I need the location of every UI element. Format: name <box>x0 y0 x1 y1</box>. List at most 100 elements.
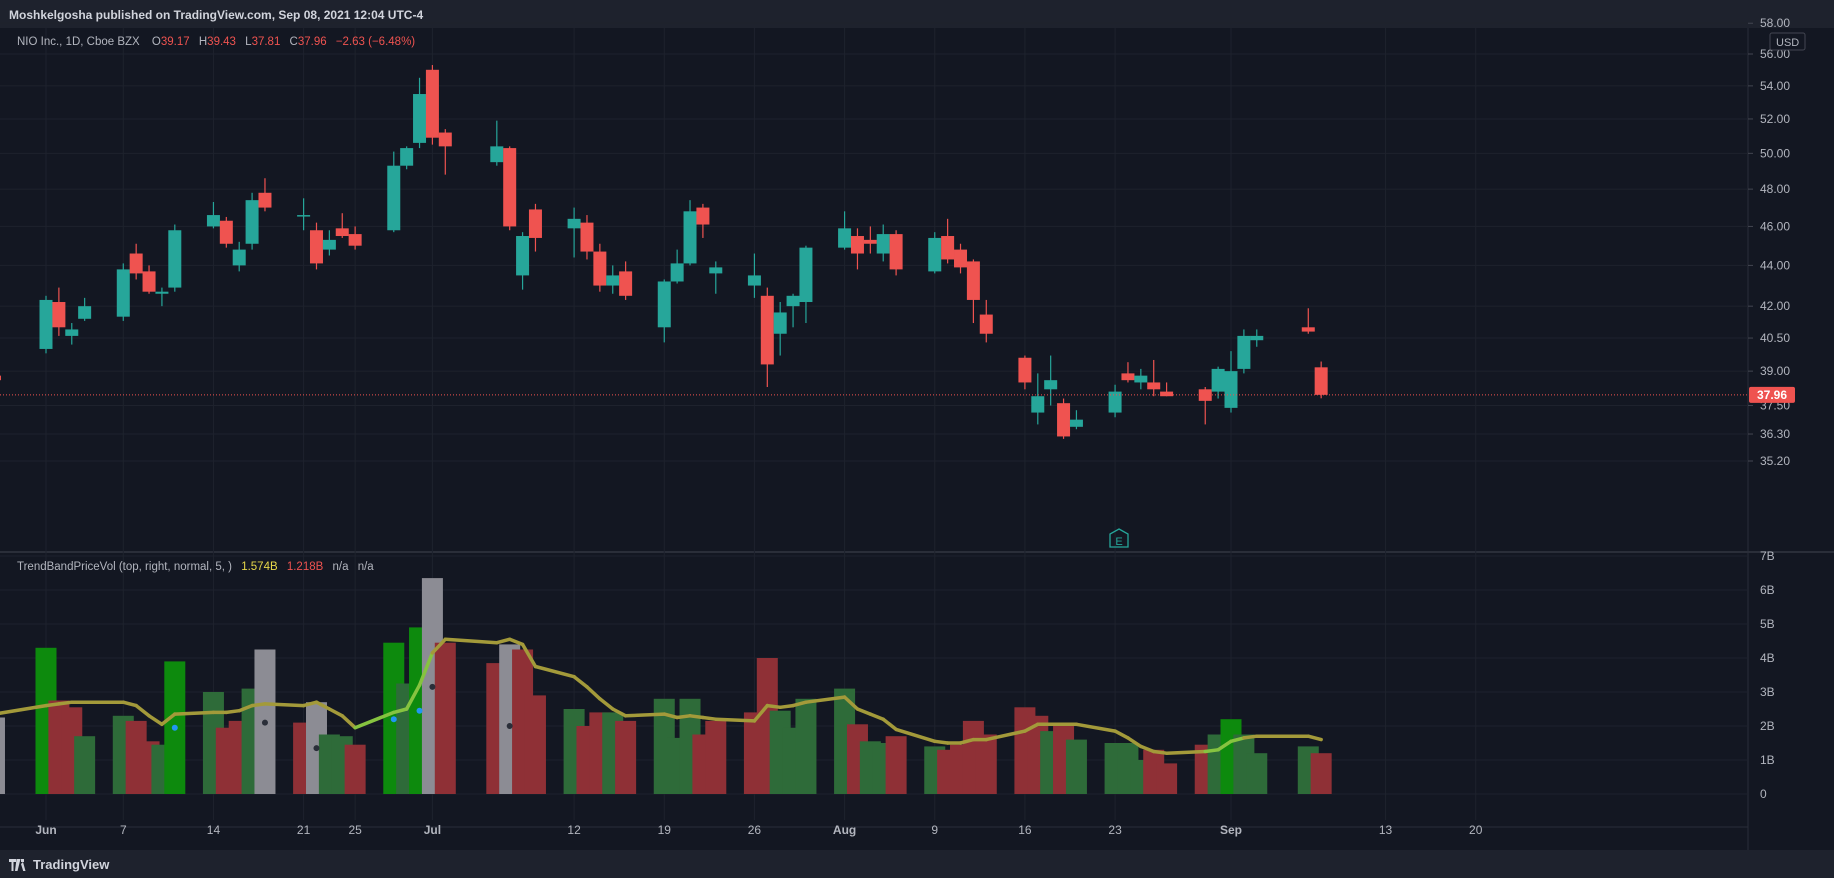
candle-body <box>322 239 336 250</box>
volume-tick-label: 3B <box>1760 685 1775 699</box>
ma-segment <box>417 651 435 687</box>
candle <box>850 228 864 270</box>
candle-body <box>619 271 633 296</box>
candle-body <box>1044 380 1058 390</box>
candle <box>966 259 980 324</box>
price-tick-label: 46.00 <box>1760 219 1790 233</box>
volume-bar <box>434 642 456 794</box>
ma-segment <box>263 702 306 708</box>
candle-body <box>863 239 877 244</box>
candle <box>335 213 349 238</box>
time-tick-label: 26 <box>748 823 762 837</box>
candle-body <box>1018 357 1032 383</box>
candle <box>516 232 530 290</box>
candle <box>528 203 542 252</box>
indicator-legend: TrendBandPriceVol (top, right, normal, 5… <box>17 561 374 573</box>
candle-body <box>168 230 182 288</box>
candle <box>490 120 504 166</box>
candle-body <box>258 192 272 208</box>
candle-body <box>889 234 903 270</box>
candle-body <box>309 230 323 264</box>
candle <box>206 202 220 229</box>
open-value: 39.17 <box>160 36 190 48</box>
candle <box>142 265 156 294</box>
candle <box>116 263 130 321</box>
candle-body <box>116 269 130 317</box>
tradingview-logo[interactable]: TradingView <box>9 857 109 872</box>
candle-body <box>1108 391 1122 413</box>
candle-body <box>696 207 710 225</box>
high-label: H <box>198 36 208 48</box>
candle-body <box>516 236 530 276</box>
ma-segment <box>1306 734 1323 742</box>
ma-segment <box>1151 749 1169 755</box>
indicator-name: TrendBandPriceVol (top, right, normal, 5… <box>17 561 232 573</box>
candle <box>580 215 594 260</box>
candle-body <box>335 228 349 237</box>
time-tick-label: 16 <box>1018 823 1032 837</box>
candle <box>683 200 697 266</box>
ma-segment <box>598 697 615 711</box>
candle <box>65 323 79 345</box>
candle-body <box>747 275 761 286</box>
candle <box>413 77 427 149</box>
ma-segment <box>868 712 885 721</box>
time-axis: Jun 7 14 21 25 Jul 12 19 26 Aug 9 16 23 Sep 13 20 <box>35 28 1483 837</box>
volume-bars <box>0 578 1332 794</box>
time-tick-label: 9 <box>931 823 938 837</box>
volume-dot <box>429 683 436 690</box>
ma-segment <box>1126 736 1143 749</box>
ma-segment <box>791 700 808 708</box>
ma-segment <box>984 729 1027 742</box>
candle-body <box>1314 367 1328 395</box>
time-tick-label: Aug <box>833 823 856 837</box>
price-axis: 58.0056.0054.0052.0050.0048.0046.0044.00… <box>0 16 1790 468</box>
ma-segment <box>1203 748 1220 754</box>
price-tick-label: 48.00 <box>1760 182 1790 196</box>
candle-body <box>954 249 968 268</box>
price-tick-label: 58.00 <box>1760 16 1790 30</box>
candle-body <box>297 215 311 217</box>
candle <box>747 253 761 298</box>
candle-body <box>1160 391 1174 397</box>
ma-segment <box>44 702 61 708</box>
candle-body <box>0 375 1 381</box>
ma-segment <box>533 664 576 679</box>
time-tick-label: 25 <box>348 823 362 837</box>
volume-bar <box>795 698 817 794</box>
price-tick-label: 39.00 <box>1760 364 1790 378</box>
publish-line: Moshkelgosha published on TradingView.co… <box>9 8 424 22</box>
candle-body <box>245 200 259 244</box>
candle <box>1198 387 1212 425</box>
ma-segment <box>958 737 976 745</box>
candle <box>1314 361 1328 399</box>
candle-body <box>1224 371 1238 408</box>
candle-body <box>129 253 143 274</box>
brand-name: TradingView <box>33 857 110 872</box>
volume-dot <box>313 745 320 752</box>
candle <box>863 226 877 254</box>
candle-body <box>593 251 607 286</box>
ma-segment <box>881 717 898 732</box>
volume-dots <box>171 683 513 752</box>
candle <box>979 299 993 343</box>
footer-bar: TradingView <box>0 850 1834 878</box>
candle <box>567 207 581 258</box>
price-tick-label: 44.00 <box>1760 258 1790 272</box>
candle-body <box>567 218 581 229</box>
time-tick-label: 21 <box>297 823 311 837</box>
candle <box>78 297 92 321</box>
candle <box>889 230 903 276</box>
candle <box>657 279 671 343</box>
volume-bar <box>74 736 96 794</box>
candle-body <box>1250 335 1264 341</box>
close-label: C <box>289 36 298 48</box>
price-tick-label: 35.20 <box>1760 454 1790 468</box>
indicator-value-2: 1.218B <box>286 561 324 573</box>
candle-body <box>799 247 813 303</box>
time-tick-label: 20 <box>1469 823 1483 837</box>
price-tick-label: 52.00 <box>1760 112 1790 126</box>
ma-segment <box>1074 722 1117 733</box>
candle-body <box>78 306 92 319</box>
